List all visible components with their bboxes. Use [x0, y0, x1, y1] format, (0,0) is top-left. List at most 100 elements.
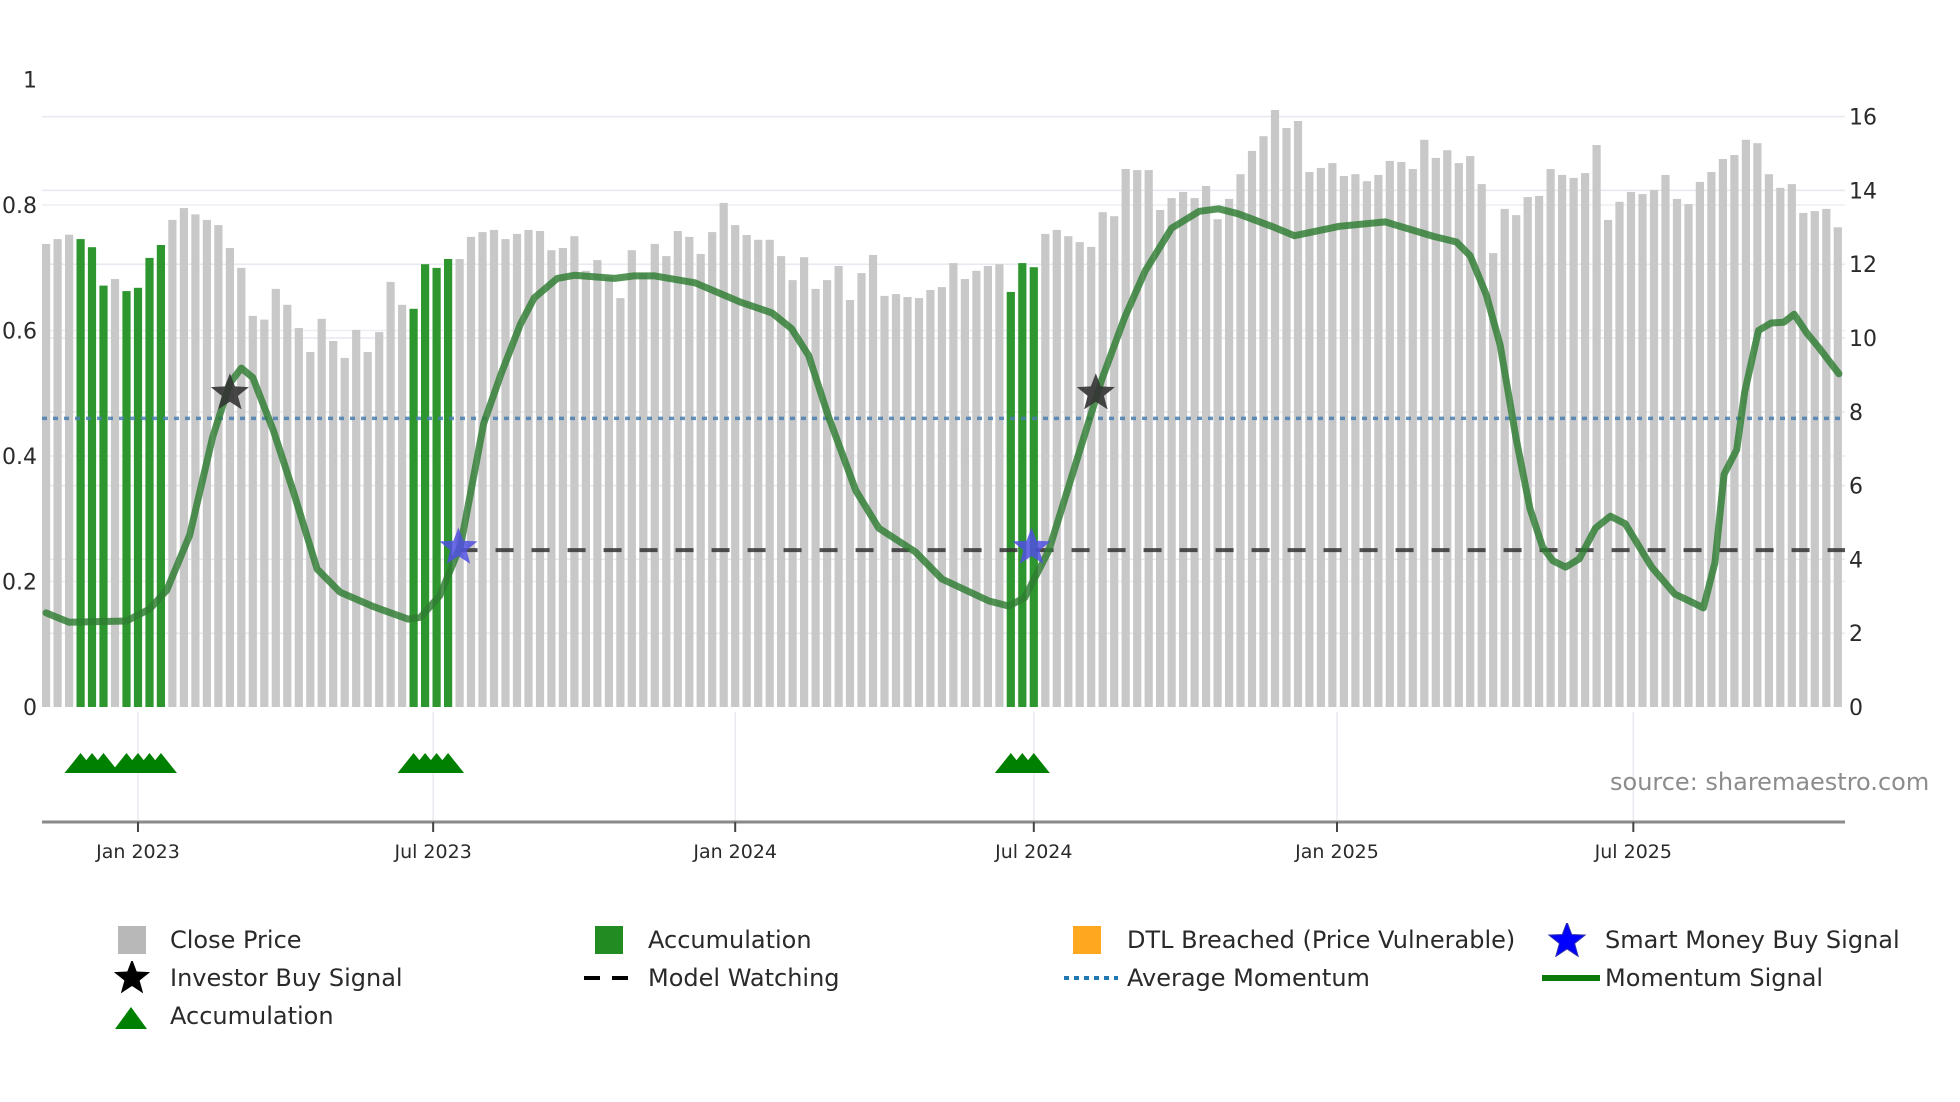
dotted-line-icon: [1064, 976, 1118, 980]
close-price-bar: [1695, 181, 1704, 707]
close-price-bar: [1730, 155, 1739, 707]
close-price-bar: [685, 236, 694, 707]
legend-item-close-price[interactable]: Close Price: [110, 923, 302, 957]
investor-buy-star-icon: [1076, 373, 1115, 410]
x-tick-label: Jul 2023: [393, 841, 471, 863]
close-price-bar: [1351, 174, 1360, 707]
close-price-bar: [1293, 121, 1303, 707]
close-price-bar: [708, 232, 717, 707]
close-price-bar: [1270, 110, 1280, 707]
close-price-bar: [1041, 233, 1050, 707]
close-price-bar: [914, 298, 924, 707]
accumulation-bar: [421, 264, 430, 707]
left-axis-label: 0: [23, 696, 37, 721]
close-price-bar: [1626, 191, 1636, 707]
close-price-bar: [53, 239, 62, 707]
close-price-bar: [983, 266, 992, 707]
right-axis-label: 6: [1849, 475, 1863, 500]
close-price-bar: [1523, 197, 1532, 707]
close-price-bar: [1799, 212, 1808, 707]
close-price-bar: [375, 332, 384, 707]
close-price-bar: [329, 341, 338, 707]
close-price-bar: [214, 225, 223, 707]
close-price-bar: [1833, 227, 1842, 708]
close-price-bar: [1316, 167, 1325, 707]
close-price-bar: [696, 253, 705, 707]
right-axis-label: 4: [1849, 548, 1863, 573]
legend-item-average-momentum[interactable]: Average Momentum: [1060, 961, 1370, 995]
close-price-bar: [1615, 201, 1624, 708]
close-price-bar: [558, 248, 567, 707]
close-price-bar: [1075, 242, 1084, 707]
legend-item-accumulation-triangle[interactable]: Accumulation: [110, 999, 334, 1033]
smart-money-star-icon: [439, 527, 478, 564]
close-price-bar: [1581, 173, 1590, 708]
close-price-bar: [1512, 215, 1521, 707]
close-price-bar: [1638, 194, 1647, 708]
close-price-bar: [960, 279, 969, 707]
close-price-bar: [1133, 170, 1142, 708]
accumulation-bar: [76, 239, 85, 707]
close-price-bar: [1535, 195, 1544, 707]
close-price-bar: [926, 290, 935, 707]
black-star-icon: [113, 961, 151, 994]
close-price-bar: [1466, 156, 1475, 708]
close-price-bar: [1374, 174, 1383, 707]
close-price-bar: [1592, 145, 1601, 707]
close-price-bar: [1121, 169, 1130, 707]
close-price-bar: [1259, 136, 1268, 707]
close-price-bar: [1477, 184, 1486, 708]
close-price-bar: [65, 234, 74, 707]
close-price-bar: [616, 298, 625, 707]
close-price-bar: [1236, 174, 1245, 707]
close-price-bar: [1718, 159, 1727, 707]
legend-item-dtl-breached[interactable]: DTL Breached (Price Vulnerable): [1070, 923, 1515, 957]
momentum-signal-path: [42, 205, 1843, 626]
x-tick-label: Jan 2023: [95, 841, 180, 863]
close-price-bar: [891, 294, 901, 707]
close-price-bar: [512, 233, 522, 707]
accumulation-bar: [1029, 267, 1038, 707]
close-price-bar: [489, 229, 499, 707]
close-price-bar: [1454, 163, 1463, 708]
close-price-bar: [1190, 198, 1199, 707]
close-price-bar: [811, 288, 820, 707]
legend-item-smart-money-buy[interactable]: Smart Money Buy Signal: [1545, 923, 1900, 957]
close-price-bar: [570, 236, 579, 707]
close-price-bar: [1661, 174, 1670, 707]
close-price-bar: [1144, 170, 1153, 708]
close-price-bar: [662, 256, 671, 707]
close-price-bar: [788, 280, 797, 707]
close-price-bar: [1753, 143, 1762, 707]
close-price-bar: [949, 263, 958, 707]
close-price-bar: [593, 260, 602, 707]
close-price-bar: [283, 304, 292, 707]
close-price-bar: [535, 231, 545, 707]
left-axis-label: 0.8: [2, 194, 37, 219]
close-price-bar: [857, 273, 866, 707]
accumulation-bar: [87, 247, 97, 707]
close-price-bar: [1443, 150, 1452, 707]
close-price-bar: [547, 250, 556, 707]
axes: Jan 2023 Jul 2023 Jan 2024 Jul 2024 Jan 2025…: [2, 69, 1877, 864]
legend-item-accumulation-bar[interactable]: Accumulation: [590, 923, 812, 957]
close-price-bar: [1362, 181, 1371, 707]
close-price-bar: [1500, 208, 1509, 707]
close-price-bar: [1672, 198, 1682, 707]
legend-item-model-watching[interactable]: Model Watching: [580, 961, 840, 995]
solid-line-icon: [1542, 975, 1600, 981]
close-price-bar: [1408, 169, 1417, 707]
close-price-bar: [1764, 174, 1773, 707]
close-price-bar: [1328, 163, 1337, 708]
close-price-bar: [1339, 176, 1348, 707]
close-price-bar: [110, 279, 120, 707]
close-price-bar: [868, 255, 878, 707]
legend-item-momentum-signal[interactable]: Momentum Signal: [1540, 961, 1823, 995]
close-price-bar: [168, 219, 177, 707]
close-price-bar: [237, 267, 246, 707]
accumulation-bar: [156, 245, 165, 707]
close-price-bar: [455, 259, 464, 707]
close-price-bar: [673, 231, 682, 707]
legend-item-investor-buy[interactable]: Investor Buy Signal: [110, 961, 403, 995]
